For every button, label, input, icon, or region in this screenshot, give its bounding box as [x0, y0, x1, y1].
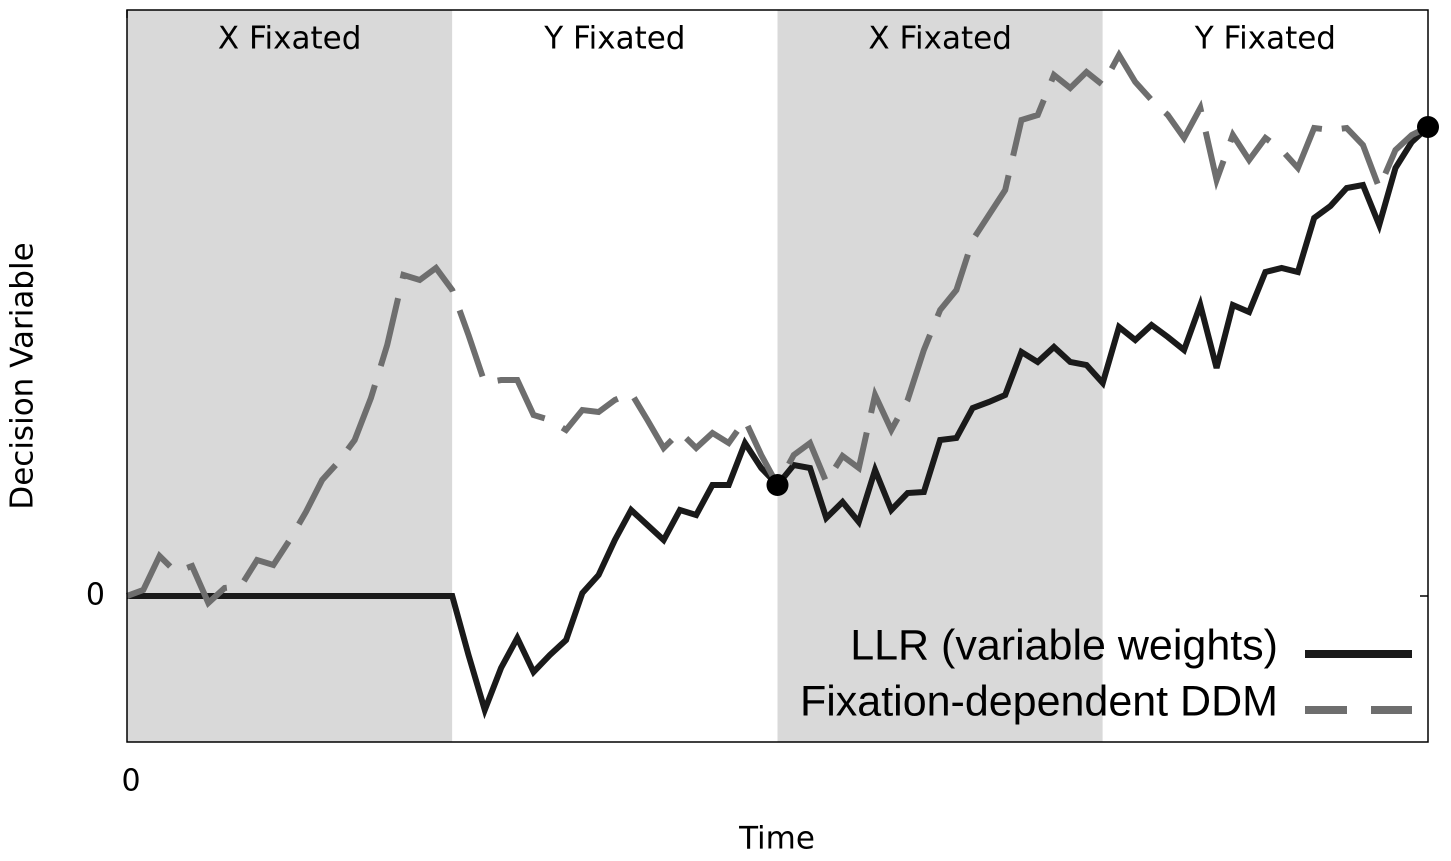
plot-frame [126, 9, 1429, 743]
region-label: X Fixated [868, 21, 1012, 57]
fixation-region [452, 10, 778, 742]
fixation-region [1102, 10, 1428, 742]
region-label: Y Fixated [543, 21, 685, 57]
y-axis-label: Decision Variable [5, 242, 41, 509]
x-tick-label: 0 [121, 764, 140, 799]
y-tick-label: 0 [86, 578, 105, 613]
legend-label: LLR (variable weights) [850, 621, 1278, 669]
region-label: Y Fixated [1194, 21, 1336, 57]
point-marker [766, 474, 789, 496]
fixation-region [777, 10, 1103, 742]
legend-label: Fixation-dependent DDM [800, 677, 1278, 725]
x-axis-label: Time [738, 821, 815, 857]
region-label: X Fixated [218, 21, 362, 57]
fixation-region [127, 10, 453, 742]
